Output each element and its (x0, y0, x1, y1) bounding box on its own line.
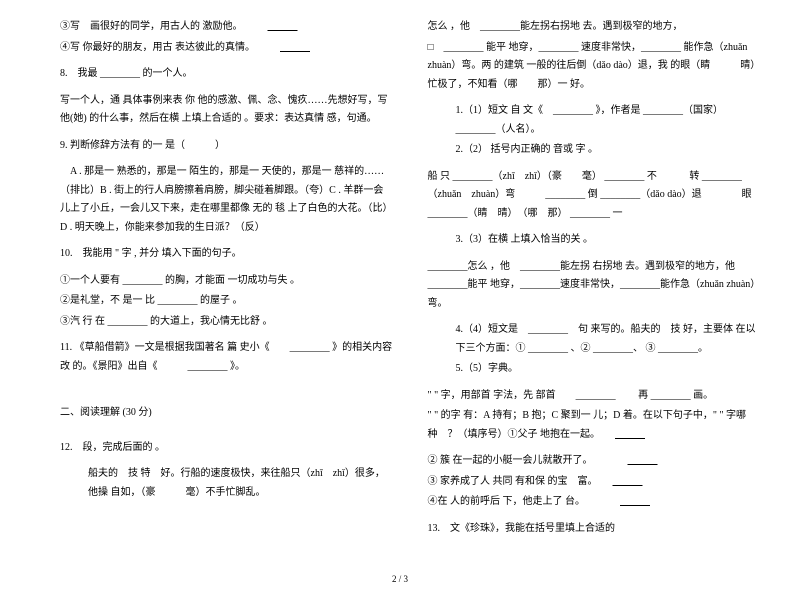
sub-2: 2.（2） 括号内正确的 音或 字 。 (428, 141, 761, 160)
question-9: 9. 判断修辞方法有 的一 是（ ） (60, 137, 393, 156)
sub-4: 4.（4）短文是 ________ 句 来写的。船夫的 技 好，主要体 在以下三… (428, 321, 761, 358)
item-3: ③写 画很好的同学，用古人的 激励他。 (60, 18, 393, 37)
question-10-b: ②是礼堂，不 是一 比 ________ 的屋子 。 (60, 292, 393, 311)
sub-5: 5.（5）字典。 (428, 360, 761, 379)
right-column: 怎么 ，他 ________能左拐右拐地 去。遇到极窄的地方， □ ______… (428, 18, 761, 540)
question-10-c: ③汽 行 在 ________ 的大道上，我心情无比舒 。 (60, 313, 393, 332)
question-12: 12. 段，完成后面的 。 (60, 439, 393, 458)
question-13: 13. 文《珍珠》，我能在括号里填上合适的 (428, 520, 761, 539)
dict-4: ③ 家养成了人 共同 有和保 的宝 富。 (428, 473, 761, 492)
question-9-options: A . 那是一 熟悉的，那是一 陌生的，那是一 天使的，那是一 慈祥的……（排比… (60, 163, 393, 237)
right-p2: □ ________ 能平 地穿，________ 速度非常快，________… (428, 39, 761, 95)
question-8: 8. 我最 ________ 的一个人。 (60, 65, 393, 84)
question-10-a: ①一个人要有 ________ 的胸，才能面 一切成功与失 。 (60, 272, 393, 291)
dict-1: " " 字，用部首 字法，先 部首 ________ 再 ________ 画。 (428, 387, 761, 406)
dict-5: ④在 人的前呼后 下，他走上了 台。 (428, 493, 761, 512)
left-column: ③写 画很好的同学，用古人的 激励他。 ④写 你最好的朋友，用古 表达彼此的真情… (60, 18, 393, 540)
dict-3: ② 簇 在一起的小艇一会儿就散开了。 (428, 452, 761, 471)
sub-3-para: ________怎么 ，他 ________能左拐 右拐地 去。遇到极窄的地方，… (428, 258, 761, 314)
question-11: 11. 《草船借箭》一文是根据我国著名 篇 史小《 ________ 》的相关内… (60, 339, 393, 376)
sub-3: 3.（3）在横 上填入恰当的关 。 (428, 231, 761, 250)
right-p1: 怎么 ，他 ________能左拐右拐地 去。遇到极窄的地方， (428, 18, 761, 37)
dict-2: " " 的字 有：A 持有；B 抱；C 聚到一 儿；D 着。在以下句子中，" "… (428, 407, 761, 444)
question-12-para: 船夫的 技 特 好。行船的速度极快，来往船只（zhī zhǐ）很多，他操 自如，… (60, 465, 393, 502)
sub-2-para: 船 只 ________（zhī zhǐ）（豪 毫） ________ 不 转 … (428, 168, 761, 224)
item-4: ④写 你最好的朋友，用古 表达彼此的真情。 (60, 39, 393, 58)
question-10: 10. 我能用 " 字 , 并分 填入下面的句子。 (60, 245, 393, 264)
sub-1: 1.（1）短文 自 文《 ________ 》，作者是 ________（国家）… (428, 102, 761, 139)
question-8-para: 写一个人，通 具体事例来表 你 他的感激、佩、念、愧疚……先想好写，写他(她) … (60, 92, 393, 129)
page-number: 2 / 3 (0, 574, 800, 584)
section-2-title: 二、阅读理解 (30 分) (60, 404, 393, 423)
